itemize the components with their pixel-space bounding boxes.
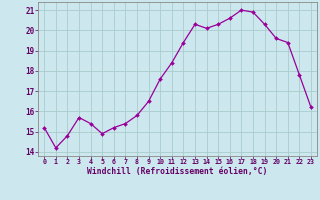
X-axis label: Windchill (Refroidissement éolien,°C): Windchill (Refroidissement éolien,°C) <box>87 167 268 176</box>
